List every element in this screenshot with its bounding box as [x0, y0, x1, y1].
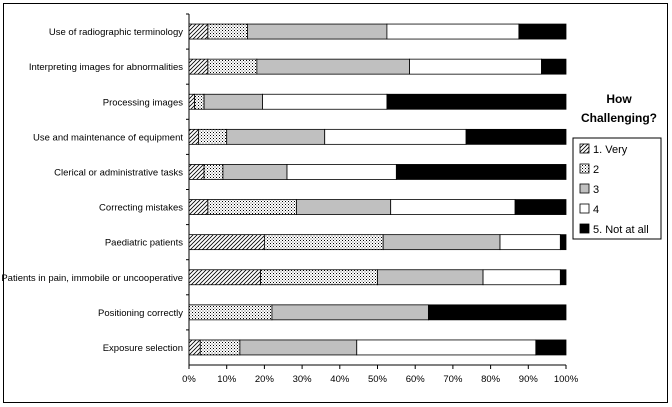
x-tick-label: 50%: [368, 374, 388, 385]
bar-segment: [188, 23, 209, 40]
bar-segment: [427, 304, 567, 321]
category-label: Use and maintenance of equipment: [33, 132, 183, 143]
legend-swatch: [579, 163, 590, 174]
bar-segment: [188, 164, 205, 180]
bar-segment: [356, 339, 537, 356]
bar-segment: [382, 234, 501, 251]
x-axis: 0% 10% 20% 30% 40% 50% 60% 70% 80% 90% 100%: [182, 365, 579, 385]
bar-segment: [324, 128, 467, 145]
bar-segment: [207, 58, 258, 75]
x-tick-label: 0%: [182, 374, 196, 385]
bar-segment: [541, 58, 567, 75]
bar-segment: [207, 199, 297, 215]
bar-segment: [188, 339, 201, 356]
bar-segment: [559, 269, 567, 286]
bar-segment: [188, 234, 265, 251]
x-tick-label: 100%: [554, 374, 579, 385]
bar-segment: [263, 234, 384, 251]
x-tick-label: 10%: [217, 374, 237, 385]
x-tick-label: 70%: [443, 374, 463, 385]
legend-title-line-2: Challenging?: [581, 111, 657, 125]
legend-swatch: [579, 143, 590, 154]
bar-segment: [198, 128, 228, 145]
category-label: Clerical or administrative tasks: [54, 167, 183, 178]
bar-segment: [199, 339, 241, 356]
legend-label: 2: [593, 164, 599, 176]
bar-segment: [222, 164, 288, 180]
legend-title-line-1: How: [606, 92, 632, 106]
x-tick-label: 80%: [481, 374, 501, 385]
bar-segment: [386, 93, 567, 110]
bar-segment: [386, 23, 520, 40]
x-tick-label: 90%: [519, 374, 539, 385]
bar-segment: [390, 199, 516, 215]
bar-segment: [188, 269, 262, 286]
legend-label: 5. Not at all: [593, 224, 649, 236]
bar-segment: [482, 269, 561, 286]
bar-segment: [377, 269, 484, 286]
bar-segment: [260, 269, 378, 286]
legend-swatch: [579, 203, 590, 214]
category-label: Patients in pain, immobile or uncooperat…: [1, 273, 183, 284]
category-label: Positioning correctly: [98, 308, 183, 319]
bar-segment: [296, 199, 392, 215]
bar-segment: [194, 93, 205, 110]
plot-area: Use of radiographic terminology Interpret…: [1, 13, 567, 366]
bar-segment: [188, 199, 209, 215]
bar-segment: [535, 339, 567, 356]
legend-label: 3: [593, 184, 599, 196]
category-label: Interpreting images for abnormalities: [29, 62, 183, 73]
bar-segment: [207, 23, 248, 40]
x-tick-label: 60%: [406, 374, 426, 385]
legend: How Challenging? 1. Very 2 3 4 5. Not at all: [572, 92, 662, 240]
bar-segment: [239, 339, 358, 356]
bar-segment: [188, 304, 273, 321]
bar-segment: [499, 234, 561, 251]
bar-segment: [518, 23, 567, 40]
legend-label: 4: [593, 204, 599, 216]
bar-segment: [465, 128, 567, 145]
x-tick-label: 20%: [255, 374, 275, 385]
category-label: Exposure selection: [103, 343, 183, 354]
bar-segment: [514, 199, 567, 215]
x-tick-label: 40%: [330, 374, 350, 385]
bar-segment: [395, 164, 567, 180]
bar-segment: [409, 58, 542, 75]
bar-segment: [226, 128, 326, 145]
bar-segment: [262, 93, 388, 110]
x-tick-label: 30%: [293, 374, 313, 385]
category-label: Use of radiographic terminology: [49, 27, 183, 38]
bar-segment: [559, 234, 567, 251]
category-label: Paediatric patients: [105, 238, 183, 249]
legend-label: 1. Very: [593, 144, 628, 156]
bar-segment: [256, 58, 410, 75]
bar-segment: [271, 304, 429, 321]
legend-swatch: [579, 183, 590, 194]
bar-segment: [247, 23, 388, 40]
bar-segment: [286, 164, 397, 180]
legend-swatch: [579, 223, 590, 234]
bar-segment: [203, 164, 224, 180]
bar-segment: [188, 93, 196, 110]
bar-segment: [188, 58, 209, 75]
legend-box: [572, 137, 662, 240]
category-label: Correcting mistakes: [99, 203, 183, 214]
bar-segment: [188, 128, 199, 145]
bar-segment: [203, 93, 263, 110]
category-label: Processing images: [103, 97, 184, 108]
